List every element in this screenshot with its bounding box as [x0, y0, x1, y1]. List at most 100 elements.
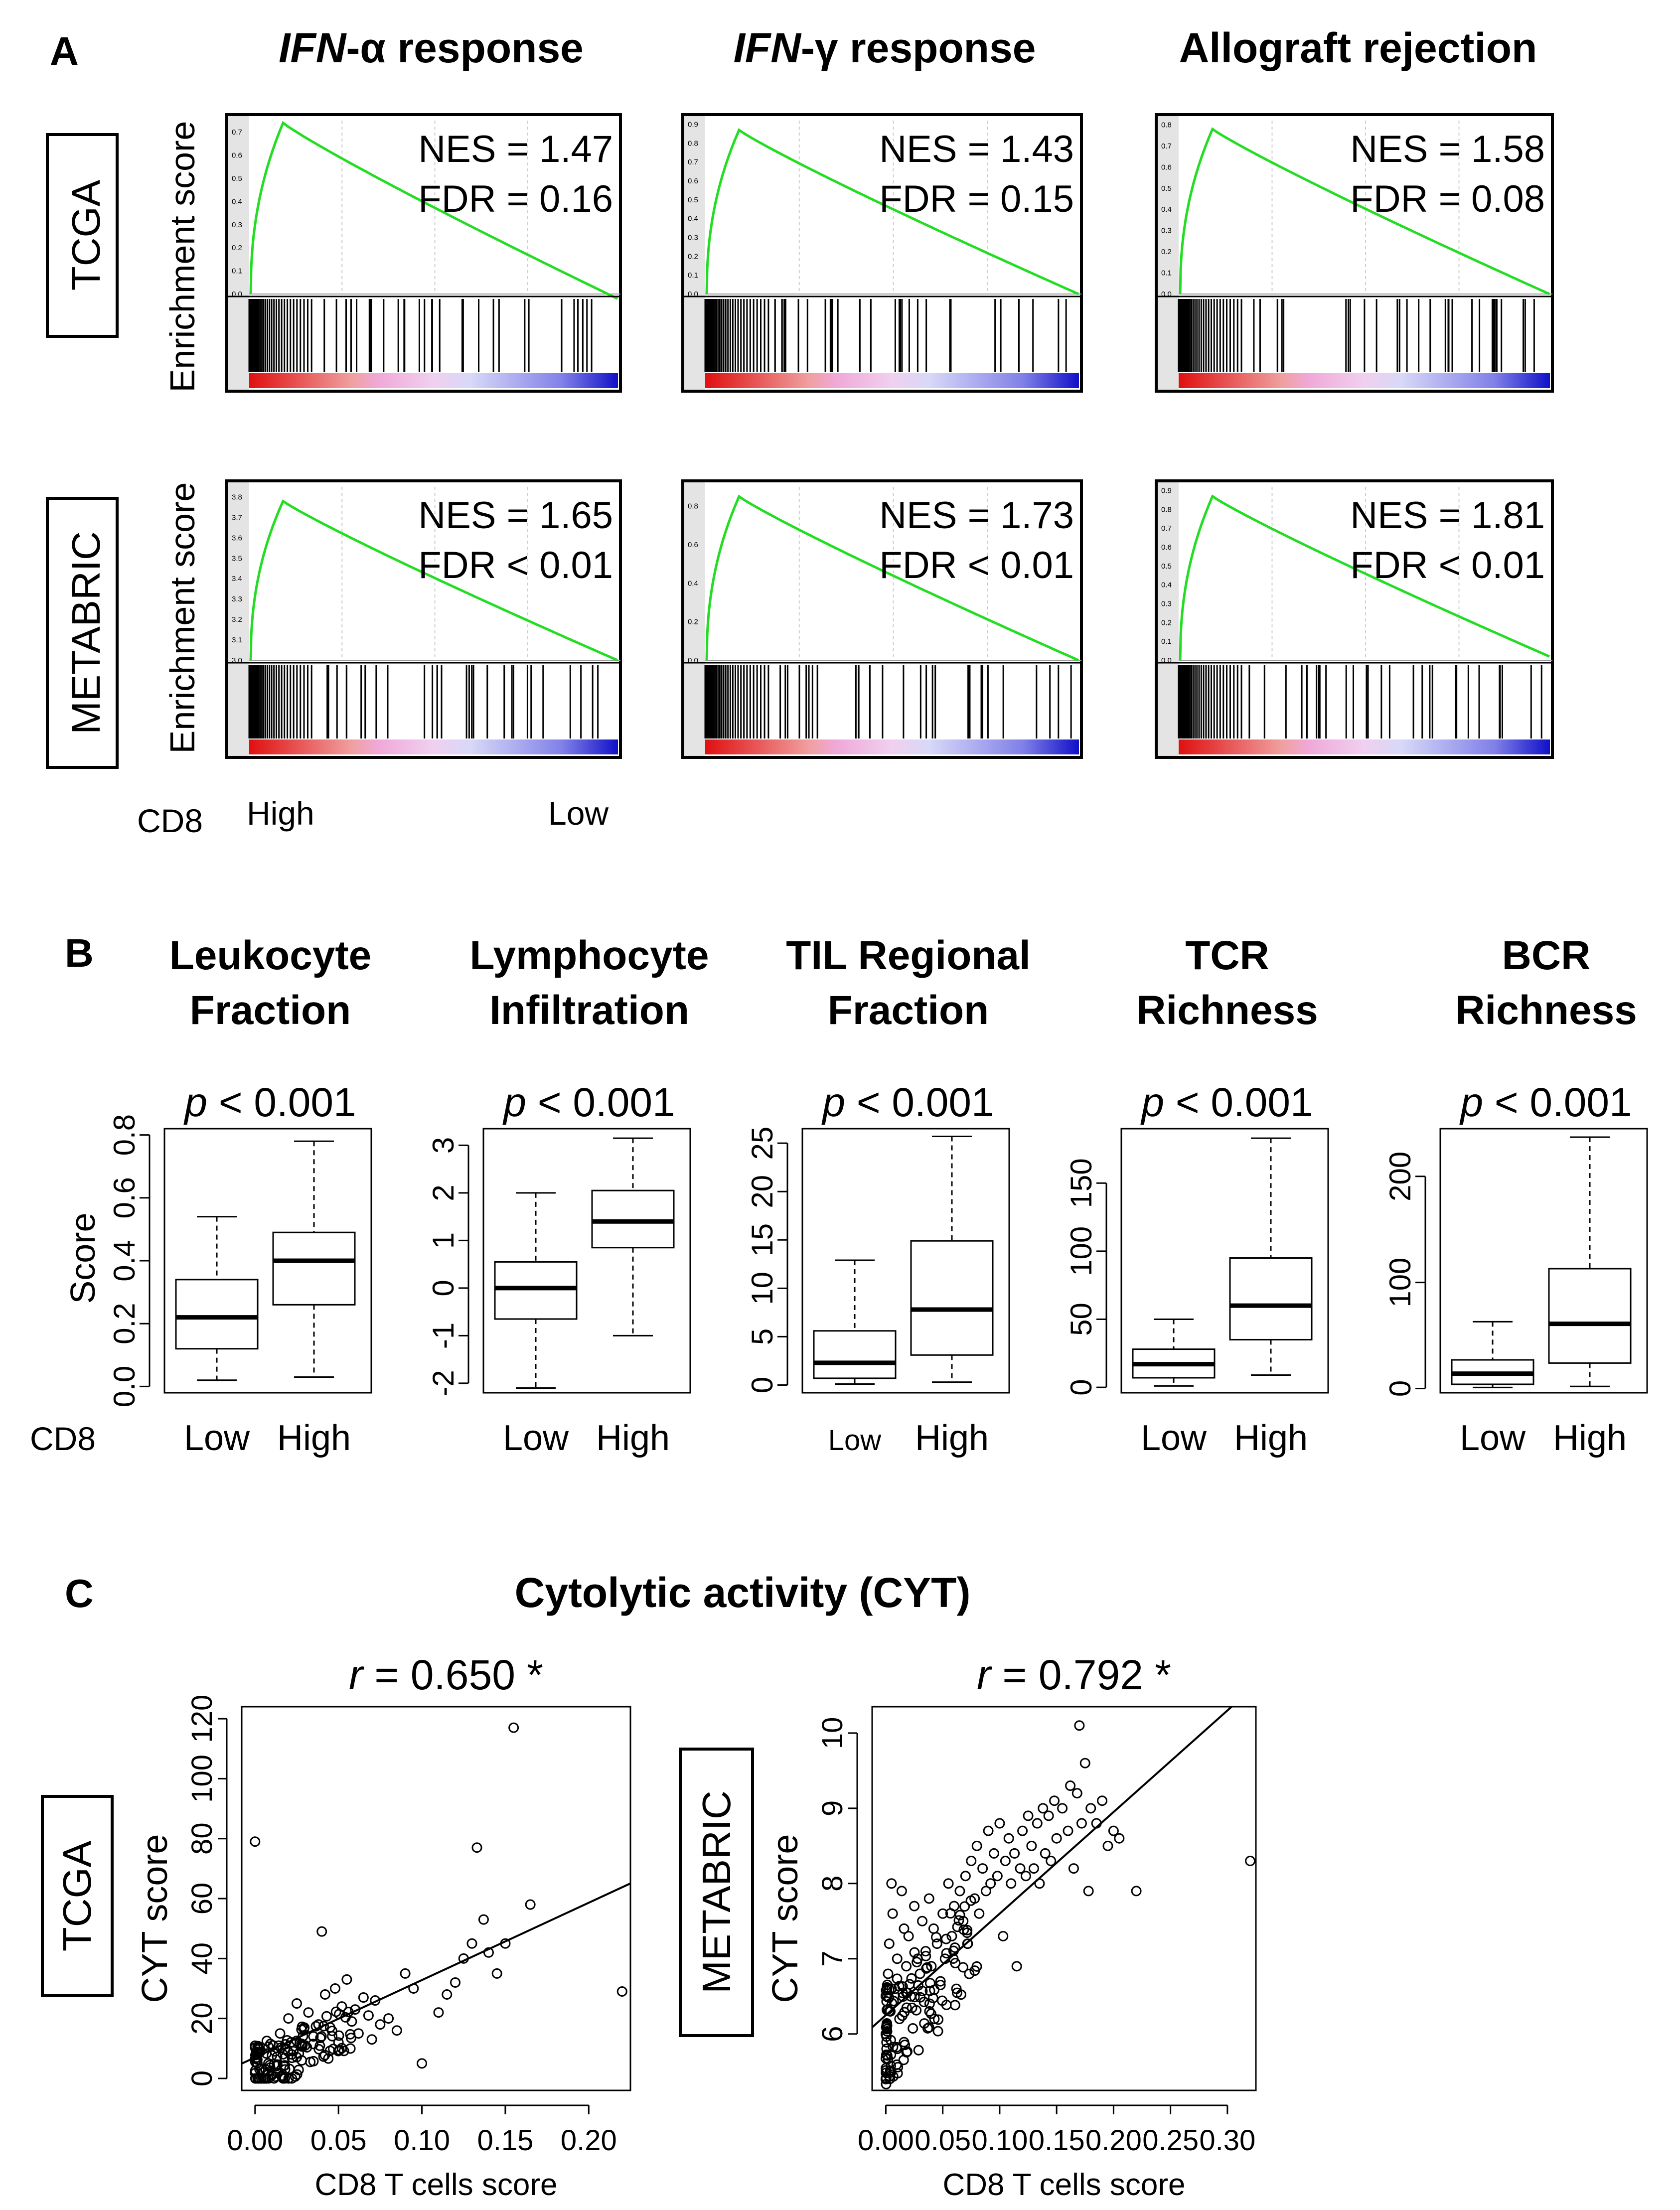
row-label-c-metabric: METABRIC: [694, 1790, 739, 1993]
box-ytick-label: 0.2: [108, 1303, 141, 1344]
scatter-point: [1006, 1878, 1017, 1889]
scatter-point: [924, 1998, 935, 2009]
scatter-point: [998, 1930, 1009, 1941]
scatter-point: [1065, 1780, 1076, 1791]
scatter-xtick-label: 0.00: [227, 2124, 283, 2157]
scatter-point: [966, 1856, 977, 1867]
scatter-point: [928, 1923, 939, 1934]
gsea-ytick-label: 0.6: [1161, 543, 1172, 552]
scatter-point: [971, 1840, 982, 1851]
box-pvalue-p: p: [502, 1080, 526, 1125]
scatter-frame: [241, 1706, 631, 2091]
scatter-point: [478, 1914, 489, 1925]
box-title-line1: TCR: [1185, 933, 1269, 978]
gsea-ytick-label: 0.4: [688, 215, 698, 223]
scatter-point: [929, 2014, 940, 2025]
box-xtick-label: High: [277, 1418, 351, 1458]
box-lymphocyte: Lymphocyte Infiltration p < 0.001 -2 -1 0 1 2 3 L…: [427, 933, 709, 1458]
scatter-point: [950, 1958, 961, 1969]
scatter-point: [466, 1938, 477, 1949]
scatter-point: [375, 2019, 386, 2030]
row-box-metabric: [46, 497, 119, 769]
panel-a-letter: A: [50, 29, 79, 73]
scatter-r-value: r = 0.792 *: [977, 1651, 1171, 1698]
gsea-ytick-label: 0.5: [232, 174, 242, 183]
gsea-ytick-label: 0.4: [232, 197, 242, 206]
box-pvalue-rest: < 0.001: [1164, 1080, 1313, 1125]
gsea-ytick-label: 0.5: [688, 196, 698, 204]
scatter-point: [881, 2031, 892, 2042]
scatter-point: [1009, 1848, 1020, 1859]
scatter-point: [291, 2052, 302, 2063]
gsea-ytick-label: 0.7: [1161, 524, 1172, 533]
scatter-point: [951, 1987, 962, 1998]
scatter-ytick-label: 0: [186, 2070, 218, 2086]
scatter-point: [957, 1962, 968, 1973]
box-xtick-label: High: [915, 1418, 989, 1458]
box-iqr: [591, 1189, 675, 1249]
scatter-point: [261, 2036, 272, 2047]
scatter-fit-line: [242, 1882, 630, 2065]
scatter-point: [909, 1947, 920, 1958]
scatter-point: [884, 1938, 895, 1949]
box-ytick-label: 0: [1065, 1379, 1098, 1395]
scatter-point: [287, 2053, 298, 2063]
scatter-point: [926, 1961, 937, 1972]
panel-c-letter: C: [65, 1571, 94, 1616]
gsea-ytick-label: 0.9: [688, 121, 698, 129]
scatter-point: [326, 2026, 337, 2037]
gsea-axis-strip: [1158, 116, 1179, 390]
panel-b-letter: B: [65, 931, 94, 975]
gsea-rank-colorbar: [1179, 373, 1550, 388]
gsea-fdr-label: FDR = 0.15: [879, 178, 1074, 220]
scatter-point: [945, 1908, 956, 1919]
scatter-point: [881, 2065, 892, 2076]
scatter-point: [882, 1983, 893, 1994]
gsea-low-label: Low: [548, 795, 609, 832]
scatter-ytick-label: 10: [816, 1717, 849, 1750]
gsea-ytick-label: 0.9: [1161, 487, 1172, 495]
scatter-point: [250, 2073, 261, 2084]
scatter-point: [1043, 1810, 1054, 1821]
gsea-nes-label: NES = 1.81: [1350, 494, 1545, 537]
scatter-point: [931, 1938, 942, 1949]
gsea-ytick-label: 3.4: [232, 575, 242, 583]
scatter-point: [272, 2067, 283, 2078]
box-pvalue-rest: < 0.001: [526, 1080, 675, 1125]
box-xtick-label: Low: [184, 1418, 250, 1458]
scatter-point: [319, 1989, 330, 2000]
scatter-point: [915, 1968, 925, 1979]
scatter-point: [252, 2058, 263, 2068]
scatter-point: [937, 1995, 948, 2006]
gsea-fdr-label: FDR < 0.01: [1350, 544, 1545, 587]
scatter-point: [345, 2033, 356, 2044]
scatter-xtick-label: 0.25: [1142, 2124, 1199, 2157]
scatter-point: [960, 1871, 971, 1882]
scatter-plot-area: [242, 1722, 630, 2084]
scatter-point: [923, 1893, 934, 1904]
scatter-xtick-label: 0.10: [971, 2124, 1028, 2157]
box-iqr: [813, 1330, 897, 1379]
box-pvalue-p: p: [1140, 1080, 1164, 1125]
row-label-metabric: METABRIC: [64, 531, 108, 734]
gsea-ytick-label: 0.7: [1161, 142, 1172, 150]
gsea-ytick-label: 0.6: [232, 151, 242, 160]
gsea-frame: [1155, 113, 1554, 393]
gsea-nes-label: NES = 1.58: [1350, 128, 1545, 170]
scatter-point: [988, 1848, 999, 1859]
scatter-point: [903, 1930, 914, 1941]
scatter-xtick-label: 0.15: [477, 2124, 533, 2157]
scatter-point: [303, 2007, 314, 2018]
scatter-ytick-label: 100: [186, 1755, 218, 1803]
box-pvalue: p < 0.001: [1459, 1080, 1632, 1125]
scatter-point: [888, 2042, 899, 2053]
gsea-fdr-label: FDR < 0.01: [418, 544, 613, 587]
scatter-point: [358, 1992, 369, 2003]
scatter-point: [920, 1946, 931, 1957]
gsea-ytick-label: 0.2: [688, 618, 698, 626]
box-ytick-label: 5: [746, 1328, 779, 1345]
scatter-point: [272, 2052, 283, 2063]
scatter-point: [318, 2051, 329, 2062]
